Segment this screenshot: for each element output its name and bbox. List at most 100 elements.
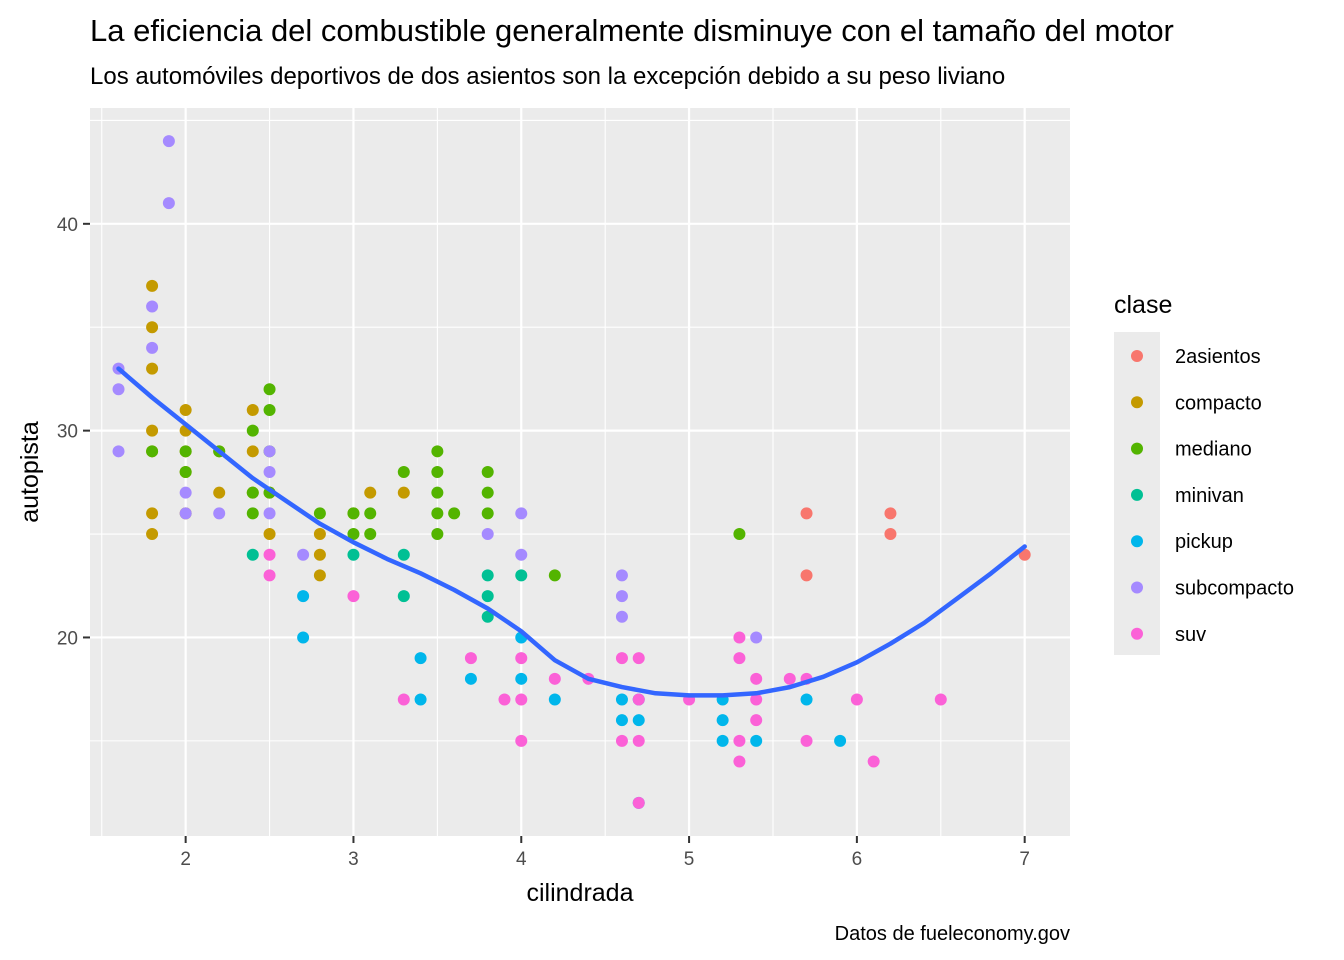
data-point-mediano: [313, 507, 326, 520]
data-point-suv: [783, 672, 796, 685]
data-point-mediano: [263, 383, 276, 396]
data-point-compacto: [364, 486, 377, 499]
legend-label-subcompacto: subcompacto: [1175, 578, 1294, 600]
data-point-minivan: [397, 548, 410, 561]
legend-key-pickup: [1131, 535, 1143, 548]
data-point-compacto: [263, 528, 276, 541]
x-tick-label: 6: [852, 849, 863, 870]
data-point-minivan: [515, 569, 528, 582]
data-point-suv: [515, 693, 528, 706]
legend-label-mediano: mediano: [1175, 439, 1252, 461]
data-point-compacto: [246, 403, 259, 416]
legend-key-subcompacto: [1131, 581, 1143, 594]
data-point-suv: [615, 734, 628, 747]
x-tick-label: 5: [684, 849, 695, 870]
data-point-2asientos: [884, 528, 897, 541]
x-axis: 2 3 4 5 6 7: [180, 836, 1030, 870]
data-point-mediano: [431, 507, 444, 520]
data-point-suv: [548, 672, 561, 685]
data-point-subcompacto: [263, 507, 276, 520]
data-point-minivan: [246, 548, 259, 561]
data-point-suv: [733, 734, 746, 747]
data-point-mediano: [347, 507, 360, 520]
data-point-subcompacto: [162, 135, 175, 148]
data-point-suv: [750, 693, 763, 706]
legend-label-pickup: pickup: [1175, 531, 1233, 553]
data-point-pickup: [414, 652, 427, 665]
data-point-suv: [632, 734, 645, 747]
data-point-suv: [615, 652, 628, 665]
data-point-subcompacto: [112, 445, 125, 458]
data-point-suv: [733, 755, 746, 768]
data-point-subcompacto: [615, 590, 628, 603]
legend-label-minivan: minivan: [1175, 485, 1244, 507]
data-point-compacto: [146, 321, 159, 334]
data-point-suv: [934, 693, 947, 706]
data-point-subcompacto: [112, 383, 125, 396]
data-point-mediano: [146, 445, 159, 458]
y-axis: 20 30 40: [57, 215, 90, 649]
data-point-subcompacto: [615, 569, 628, 582]
data-point-compacto: [213, 486, 226, 499]
data-point-pickup: [297, 631, 310, 644]
data-point-mediano: [179, 445, 192, 458]
chart-caption: Datos de fueleconomy.gov: [835, 923, 1070, 945]
data-point-2asientos: [884, 507, 897, 520]
data-point-pickup: [716, 714, 729, 727]
data-point-compacto: [246, 445, 259, 458]
x-tick-label: 4: [516, 849, 527, 870]
data-point-mediano: [246, 424, 259, 437]
x-tick-label: 2: [180, 849, 191, 870]
data-point-minivan: [481, 610, 494, 623]
data-point-suv: [498, 693, 511, 706]
legend: clase 2asientos compacto mediano minivan pic…: [1114, 291, 1294, 655]
data-point-pickup: [800, 693, 813, 706]
legend-key-2asientos: [1131, 350, 1143, 362]
data-point-compacto: [313, 548, 326, 561]
data-point-compacto: [313, 569, 326, 582]
y-tick-label: 30: [57, 422, 78, 443]
data-point-pickup: [464, 672, 477, 685]
data-point-suv: [515, 734, 528, 747]
data-point-minivan: [397, 590, 410, 603]
data-point-pickup: [615, 714, 628, 727]
data-point-minivan: [481, 569, 494, 582]
data-point-suv: [632, 652, 645, 665]
data-point-2asientos: [800, 569, 813, 582]
data-point-2asientos: [800, 507, 813, 520]
data-point-compacto: [146, 362, 159, 375]
minor-gridlines: [90, 108, 1070, 836]
data-point-mediano: [481, 466, 494, 478]
data-point-pickup: [414, 693, 427, 706]
data-point-pickup: [632, 714, 645, 727]
plot-panel: [90, 108, 1070, 836]
data-point-subcompacto: [515, 548, 528, 561]
legend-key-mediano: [1131, 442, 1143, 455]
data-point-minivan: [347, 548, 360, 561]
x-axis-title: cilindrada: [526, 879, 633, 907]
data-point-minivan: [481, 590, 494, 603]
data-point-suv: [397, 693, 410, 706]
trend-line: [116, 366, 1027, 698]
data-point-compacto: [146, 424, 159, 437]
data-point-pickup: [297, 590, 310, 603]
data-point-suv: [347, 590, 360, 603]
data-point-pickup: [716, 734, 729, 747]
data-point-mediano: [246, 486, 259, 499]
legend-label-compacto: compacto: [1175, 392, 1262, 414]
data-point-subcompacto: [750, 631, 763, 644]
data-point-mediano: [548, 569, 561, 582]
y-tick-label: 40: [57, 215, 78, 236]
data-point-suv: [800, 734, 813, 747]
data-point-suv: [515, 652, 528, 665]
data-point-subcompacto: [146, 300, 159, 313]
x-tick-label: 3: [348, 849, 359, 870]
data-point-pickup: [548, 693, 561, 706]
data-point-suv: [850, 693, 863, 706]
major-gridlines: [90, 108, 1070, 836]
data-point-mediano: [364, 528, 377, 541]
data-point-subcompacto: [481, 528, 494, 541]
data-point-suv: [750, 672, 763, 685]
data-point-suv: [750, 714, 763, 727]
